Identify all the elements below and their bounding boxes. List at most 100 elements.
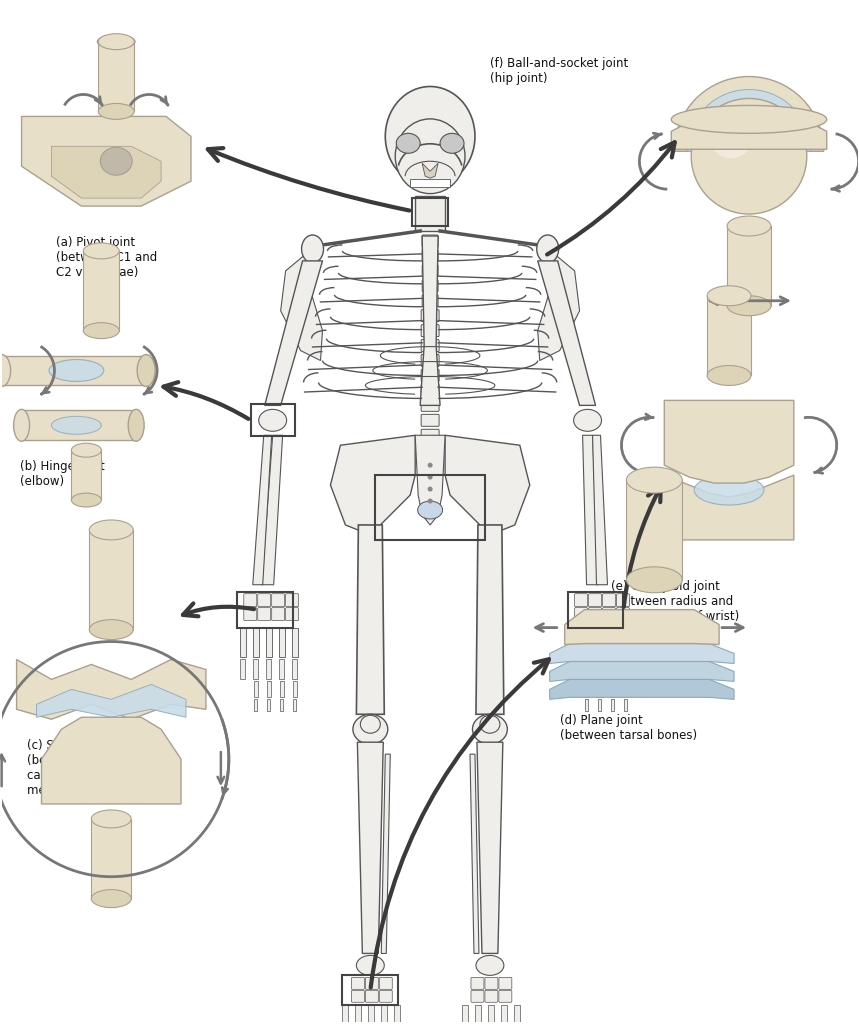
Polygon shape <box>727 226 771 306</box>
Ellipse shape <box>97 35 135 49</box>
FancyBboxPatch shape <box>380 990 393 1002</box>
FancyBboxPatch shape <box>422 265 438 276</box>
Ellipse shape <box>89 520 133 540</box>
Polygon shape <box>664 400 794 483</box>
Wedge shape <box>674 77 824 152</box>
Bar <box>251 404 295 436</box>
FancyBboxPatch shape <box>421 429 439 441</box>
Bar <box>584 659 589 679</box>
Polygon shape <box>262 435 283 585</box>
Polygon shape <box>253 435 271 585</box>
Ellipse shape <box>440 133 464 154</box>
Bar <box>343 975 399 1006</box>
Bar <box>411 179 450 187</box>
Polygon shape <box>331 435 415 535</box>
FancyBboxPatch shape <box>380 977 393 989</box>
FancyBboxPatch shape <box>471 990 484 1002</box>
FancyBboxPatch shape <box>422 280 438 292</box>
FancyBboxPatch shape <box>575 594 588 606</box>
Bar <box>598 681 601 697</box>
Polygon shape <box>477 742 503 953</box>
Polygon shape <box>21 411 137 440</box>
Polygon shape <box>83 251 119 331</box>
Ellipse shape <box>480 716 500 733</box>
Ellipse shape <box>707 366 751 385</box>
Polygon shape <box>470 754 479 953</box>
Bar <box>278 628 284 657</box>
Ellipse shape <box>98 103 134 120</box>
FancyBboxPatch shape <box>422 295 438 307</box>
FancyBboxPatch shape <box>351 990 364 1002</box>
Bar <box>280 681 283 697</box>
Bar <box>462 1006 468 1024</box>
Bar <box>624 681 627 697</box>
Bar <box>598 699 601 712</box>
FancyBboxPatch shape <box>575 607 588 621</box>
Ellipse shape <box>353 715 387 744</box>
Ellipse shape <box>396 133 420 154</box>
Text: (f) Ball-and-socket joint
(hip joint): (f) Ball-and-socket joint (hip joint) <box>490 56 628 85</box>
Polygon shape <box>37 684 186 717</box>
Ellipse shape <box>52 417 101 434</box>
Circle shape <box>428 475 433 479</box>
Polygon shape <box>415 435 445 525</box>
Bar <box>240 628 246 657</box>
Ellipse shape <box>417 501 442 519</box>
Ellipse shape <box>91 810 131 827</box>
FancyBboxPatch shape <box>421 474 439 486</box>
Ellipse shape <box>91 890 131 907</box>
FancyBboxPatch shape <box>422 234 438 247</box>
Circle shape <box>428 499 433 504</box>
Polygon shape <box>593 435 607 585</box>
Bar <box>415 197 445 231</box>
Bar <box>570 628 576 657</box>
Bar <box>596 628 602 657</box>
Bar <box>267 699 271 712</box>
Polygon shape <box>357 742 383 953</box>
FancyBboxPatch shape <box>244 594 257 606</box>
FancyBboxPatch shape <box>271 607 284 621</box>
Polygon shape <box>91 819 131 899</box>
Ellipse shape <box>259 410 287 431</box>
FancyBboxPatch shape <box>421 444 439 457</box>
Polygon shape <box>664 475 794 540</box>
Bar <box>514 1006 520 1024</box>
Bar <box>610 628 615 657</box>
FancyBboxPatch shape <box>617 594 630 606</box>
Ellipse shape <box>626 467 682 494</box>
Text: (b) Hinge joint
(elbow): (b) Hinge joint (elbow) <box>20 460 104 488</box>
Bar <box>254 699 257 712</box>
Ellipse shape <box>671 105 826 133</box>
Polygon shape <box>381 754 390 953</box>
Bar <box>266 681 271 697</box>
FancyBboxPatch shape <box>602 607 615 621</box>
Polygon shape <box>71 451 101 500</box>
Ellipse shape <box>71 494 101 507</box>
Bar <box>375 475 485 540</box>
Polygon shape <box>420 236 440 406</box>
FancyBboxPatch shape <box>421 354 439 367</box>
Bar <box>501 1006 507 1024</box>
Bar <box>585 681 588 697</box>
Polygon shape <box>564 609 719 644</box>
Polygon shape <box>582 435 599 585</box>
Ellipse shape <box>361 716 381 733</box>
Polygon shape <box>41 717 181 804</box>
Ellipse shape <box>83 323 119 339</box>
Bar <box>280 699 283 712</box>
Bar <box>369 1006 375 1024</box>
Bar <box>394 1006 400 1024</box>
FancyBboxPatch shape <box>286 607 299 621</box>
Ellipse shape <box>71 443 101 457</box>
Bar <box>253 681 258 697</box>
Polygon shape <box>16 659 206 719</box>
Circle shape <box>691 98 807 214</box>
Ellipse shape <box>476 955 504 975</box>
Bar <box>237 592 293 628</box>
Bar <box>265 628 271 657</box>
Circle shape <box>428 463 433 468</box>
Polygon shape <box>538 246 580 360</box>
Polygon shape <box>476 525 504 715</box>
FancyBboxPatch shape <box>617 607 630 621</box>
FancyBboxPatch shape <box>286 594 299 606</box>
